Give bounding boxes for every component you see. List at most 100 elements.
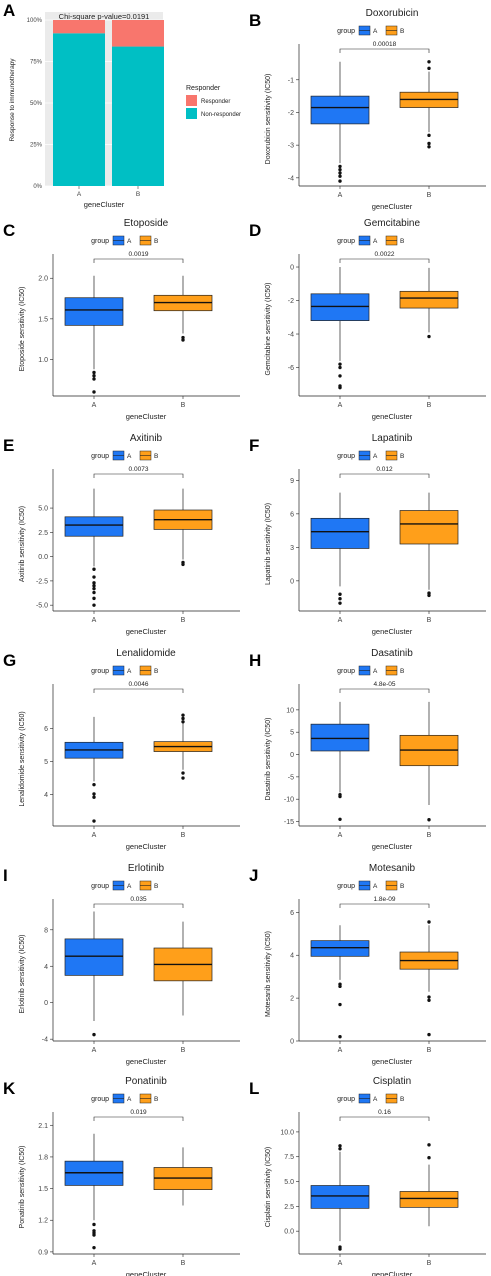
x-tick-label: B: [427, 617, 432, 624]
chart-title: Dasatinib: [371, 648, 413, 659]
legend-item-label: B: [400, 668, 404, 675]
panel-j: J Motesanib group A B 0 2 4 6 Motesanib sensitivi…: [249, 863, 486, 1066]
x-tick-label: A: [92, 1047, 97, 1054]
chart-title: Etoposide: [124, 218, 169, 229]
x-axis-label: geneCluster: [126, 1057, 167, 1066]
legend-item-label: A: [373, 883, 378, 890]
panel-letter-b: B: [249, 11, 261, 30]
x-tick-label: B: [181, 1047, 186, 1054]
y-tick-label: 75%: [30, 60, 43, 66]
legend-title: group: [91, 883, 109, 890]
chart-title: Motesanib: [369, 863, 416, 874]
y-tick-label: 6: [290, 511, 294, 518]
outlier-point: [338, 174, 342, 178]
outlier-point: [181, 338, 185, 342]
legend-item-label: B: [154, 668, 158, 675]
outlier-point: [338, 365, 342, 370]
legend-swatch: [186, 95, 197, 106]
panel-letter-e: E: [3, 436, 14, 455]
legend-title: group: [337, 883, 355, 890]
x-tick-label: B: [427, 1047, 432, 1054]
x-tick-label: B: [181, 617, 186, 624]
x-tick-label: B: [427, 402, 432, 409]
p-value-label: 0.0019: [129, 251, 149, 258]
y-tick-label: -5: [288, 774, 294, 781]
p-value-label: 0.00018: [373, 41, 397, 48]
outlier-point: [338, 164, 342, 169]
y-tick-label: -4: [42, 1037, 48, 1044]
outlier-point: [427, 998, 431, 1002]
legend-item-label: Non-responder: [201, 112, 241, 118]
p-value-label: 0.0022: [375, 251, 395, 258]
bar-non-responder-a: [53, 33, 105, 186]
y-tick-label: 0: [290, 265, 294, 272]
outlier-point: [427, 995, 431, 999]
outlier-point: [338, 817, 342, 821]
outlier-point: [427, 1156, 431, 1160]
y-tick-label: -2.5: [36, 578, 48, 585]
chart-title: Ponatinib: [125, 1076, 167, 1087]
box-a: [310, 95, 370, 125]
outlier-point: [427, 1143, 431, 1147]
box-a: [310, 1185, 370, 1209]
outlier-point: [338, 592, 342, 596]
y-tick-label: -5.0: [36, 603, 48, 610]
panel-g: G Lenalidomide group A B 4 5 6 Lenalidomide sens…: [3, 648, 240, 851]
panel-letter-d: D: [249, 221, 261, 240]
x-axis-label: geneCluster: [372, 412, 413, 421]
x-tick-label: B: [181, 1260, 186, 1267]
significance-bracket: [93, 473, 184, 478]
legend-title: group: [91, 1096, 109, 1103]
y-axis-label: Response to immunotherapy: [9, 58, 16, 142]
y-tick-label: 1.8: [38, 1154, 48, 1161]
p-value-label: 0.012: [376, 466, 393, 473]
p-value-label: 0.019: [130, 1109, 147, 1116]
x-tick-label: A: [338, 1260, 343, 1267]
panel-letter-k: K: [3, 1079, 16, 1098]
x-axis-label: geneCluster: [372, 627, 413, 636]
outlier-point: [338, 1147, 342, 1151]
y-tick-label: 6: [44, 726, 48, 733]
outlier-point: [181, 335, 185, 340]
chart-title: Lenalidomide: [116, 648, 176, 659]
chart-title: Cisplatin: [373, 1076, 411, 1087]
legend-item-label: B: [154, 453, 158, 460]
legend-item-label: B: [154, 1096, 158, 1103]
y-axis-label: Axitinib sensitivity (IC50): [19, 506, 26, 582]
legend-swatch: [186, 108, 197, 119]
y-tick-label: 5.0: [38, 506, 48, 513]
y-axis-label: Cisplatin sensitivity (IC50): [265, 1147, 272, 1228]
x-tick-label: A: [92, 402, 97, 409]
box-b: [399, 1191, 459, 1208]
y-axis-label: Lapatinib sensitivity (IC50): [265, 503, 272, 585]
legend-title: group: [337, 28, 355, 35]
y-tick-label: -2: [288, 110, 294, 117]
x-tick-label: A: [338, 192, 343, 199]
legend-title: group: [337, 1096, 355, 1103]
y-tick-label: 2.0: [38, 276, 48, 283]
y-tick-label: 2: [290, 996, 294, 1003]
outlier-point: [181, 562, 185, 567]
p-value-label: 1.8e-09: [373, 896, 395, 903]
y-tick-label: -15: [284, 819, 294, 826]
legend-title: Responder: [186, 85, 221, 92]
chart-title: Lapatinib: [372, 433, 413, 444]
chart-title: Chi-square p-value=0.0191: [59, 12, 150, 21]
legend-item-label: B: [154, 883, 158, 890]
box-a: [310, 293, 370, 321]
legend-item-label: B: [400, 28, 404, 35]
y-tick-label: 0: [290, 1039, 294, 1046]
y-tick-label: -2: [288, 298, 294, 305]
legend-item-label: A: [127, 668, 132, 675]
outlier-point: [338, 1035, 342, 1039]
box-b: [399, 290, 459, 309]
y-tick-label: 6: [290, 910, 294, 917]
legend-title: group: [337, 668, 355, 675]
outlier-point: [181, 713, 185, 717]
x-tick-label: B: [181, 402, 186, 409]
x-axis-label: geneCluster: [126, 1270, 167, 1276]
outlier-point: [92, 390, 96, 394]
y-tick-label: 0.0: [38, 554, 48, 561]
p-value-label: 0.0073: [129, 466, 149, 473]
outlier-point: [338, 167, 342, 172]
